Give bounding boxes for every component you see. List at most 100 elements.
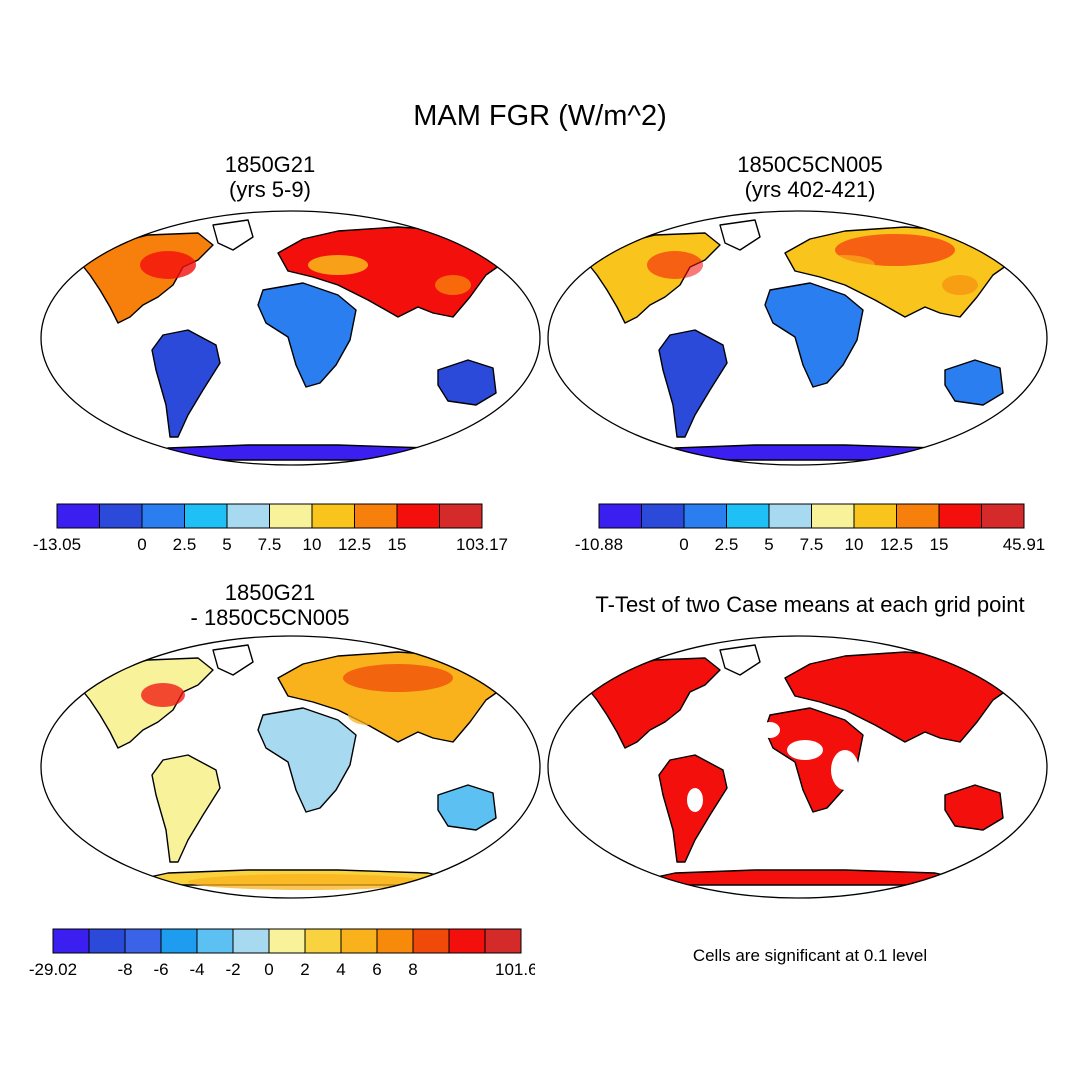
colorbar-box-12 [484, 928, 522, 954]
map-outline [40, 210, 541, 466]
panel-1-title-line2: (yrs 5-9) [229, 177, 311, 202]
colorbar-label-2: 2.5 [173, 535, 197, 554]
panel-3-map [40, 635, 541, 899]
panel-2-title-line1: 1850C5CN005 [737, 152, 883, 177]
colorbar-label-8: 45.91 [1003, 535, 1046, 554]
continent-namerica [77, 232, 214, 324]
continent-australia [944, 784, 1004, 831]
colorbar-box-6 [311, 503, 355, 529]
continent-greenland [719, 644, 761, 676]
insignificant-patch-4 [979, 728, 1011, 752]
panel-1-title: 1850G21 (yrs 5-9) [140, 152, 400, 202]
colorbar-box-1 [88, 928, 126, 954]
continent-eurasia [784, 651, 1026, 743]
colorbar-box-3 [160, 928, 198, 954]
colorbar-label-1: 0 [679, 535, 688, 554]
panel-2-map [547, 210, 1048, 466]
continent-greenland [719, 219, 761, 251]
colorbar-box-3 [184, 503, 228, 529]
map-outline [547, 210, 1048, 466]
colorbar-box-8 [340, 928, 378, 954]
colorbar-label-3: 5 [764, 535, 773, 554]
colorbar-box-1 [641, 503, 685, 529]
map-outline [547, 635, 1048, 899]
panel-4-map [547, 635, 1048, 899]
insignificant-patch-3 [687, 788, 703, 812]
colorbar-label-3: 5 [222, 535, 231, 554]
colorbar-label-7: 15 [388, 535, 407, 554]
field-blob-2 [308, 255, 368, 275]
field-blob-3 [435, 275, 471, 295]
colorbar-box-4 [196, 928, 234, 954]
colorbar-label-5: 10 [303, 535, 322, 554]
colorbar-label-0: -29.02 [29, 960, 77, 979]
colorbar-label-4: 7.5 [258, 535, 282, 554]
colorbar-box-0 [52, 928, 90, 954]
continent-antarctica [112, 444, 484, 461]
panel-2-colorbar: -10.88 0 2.5 5 7.5 10 12.5 15 45.91 [575, 503, 1046, 554]
diff-blob-1 [343, 664, 453, 692]
colorbar-label-0: -13.05 [33, 535, 81, 554]
panel-2-title-line2: (yrs 402-421) [744, 177, 876, 202]
continent-africa [257, 707, 357, 813]
colorbar-box-11 [448, 928, 486, 954]
insignificant-patch-0 [787, 740, 823, 760]
colorbar-box-5 [811, 503, 855, 529]
colorbar-label-4: 7.5 [800, 535, 824, 554]
continent-namerica [584, 232, 721, 324]
colorbar-label-2: 2.5 [715, 535, 739, 554]
colorbar-label-1: 0 [137, 535, 146, 554]
panel-1-title-line1: 1850G21 [224, 152, 316, 177]
colorbar-box-4 [226, 503, 270, 529]
continent-africa [764, 282, 864, 388]
colorbar-label-2: -6 [153, 960, 168, 979]
colorbar-box-6 [268, 928, 306, 954]
panel-1-colorbar: -13.05 0 2.5 5 7.5 10 12.5 15 103.17 [33, 503, 508, 554]
panel-3-title-line2: - 1850C5CN005 [190, 605, 350, 630]
colorbar-box-9 [376, 928, 414, 954]
continent-samerica [151, 754, 221, 863]
significance-note: Cells are significant at 0.1 level [692, 946, 928, 965]
colorbar-label-7: 15 [930, 535, 949, 554]
main-title: MAM FGR (W/m^2) [413, 100, 667, 132]
colorbar-box-0 [598, 503, 642, 529]
colorbar-label-10: 101.69 [495, 960, 535, 979]
colorbar-label-5: 0 [264, 960, 273, 979]
colorbar-box-5 [232, 928, 270, 954]
colorbar-label-5: 10 [845, 535, 864, 554]
insignificant-patch-2 [760, 722, 780, 738]
panel-4-title: T-Test of two Case means at each grid po… [550, 592, 1070, 617]
continent-africa [257, 282, 357, 388]
panel-3-title: 1850G21 - 1850C5CN005 [140, 580, 400, 630]
colorbar-label-4: -2 [225, 960, 240, 979]
colorbar-box-4 [768, 503, 812, 529]
field-blob-0 [140, 251, 196, 279]
continent-namerica [584, 657, 721, 749]
insignificant-patch-1 [831, 750, 859, 790]
panel-3-title-line1: 1850G21 [224, 580, 316, 605]
colorbar-box-3 [726, 503, 770, 529]
continent-greenland [212, 644, 254, 676]
continent-australia [944, 359, 1004, 406]
continent-antarctica [619, 869, 991, 886]
panel-4-title-line1: T-Test of two Case means at each grid po… [595, 592, 1025, 617]
continent-greenland [212, 219, 254, 251]
colorbar-box-0 [56, 503, 100, 529]
colorbar-box-6 [853, 503, 897, 529]
panel-3-colorbar: -29.02 -8 -6 -4 -2 0 2 4 6 8 101.69 [29, 928, 535, 979]
colorbar-label-6: 2 [300, 960, 309, 979]
continent-samerica [658, 329, 728, 438]
continent-antarctica [619, 444, 991, 461]
colorbar-label-8: 6 [372, 960, 381, 979]
continent-australia [437, 359, 497, 406]
colorbar-box-9 [981, 503, 1025, 529]
colorbar-box-8 [396, 503, 440, 529]
colorbar-label-9: 8 [408, 960, 417, 979]
colorbar-box-8 [938, 503, 982, 529]
panel-2-title: 1850C5CN005 (yrs 402-421) [680, 152, 940, 202]
colorbar-label-0: -10.88 [575, 535, 623, 554]
colorbar-label-3: -4 [189, 960, 204, 979]
colorbar-label-6: 12.5 [338, 535, 371, 554]
colorbar-label-8: 103.17 [456, 535, 508, 554]
colorbar-box-2 [124, 928, 162, 954]
